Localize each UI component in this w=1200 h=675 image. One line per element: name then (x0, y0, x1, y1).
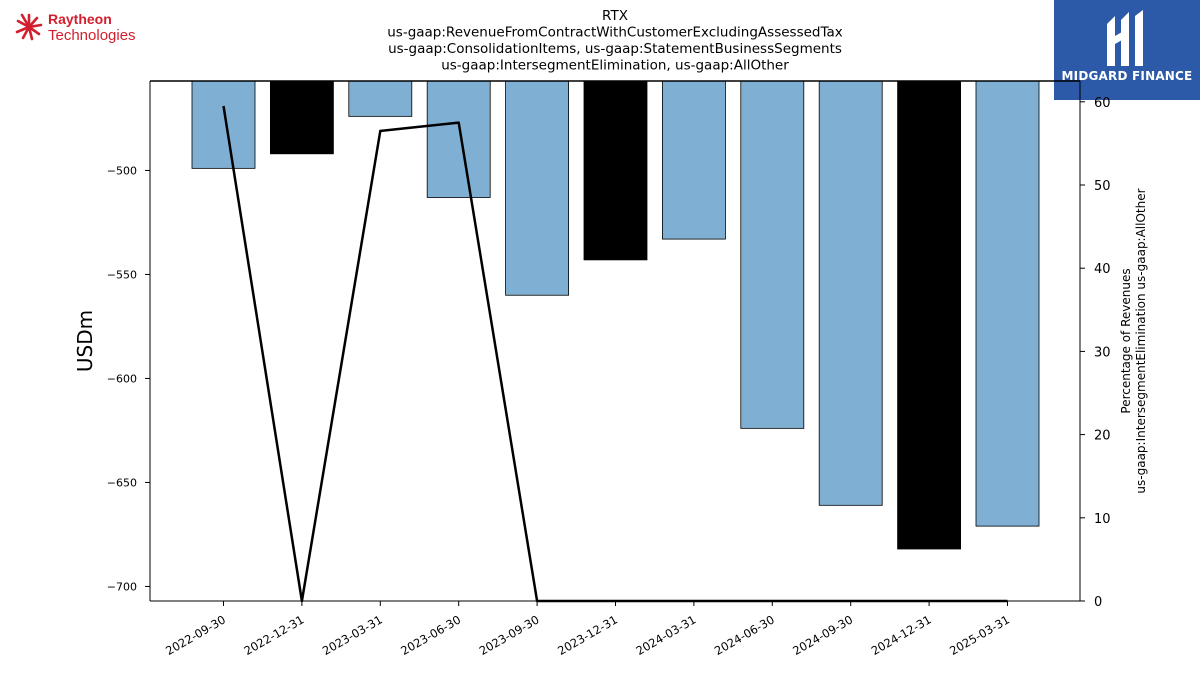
y2-tick-label: 40 (1094, 262, 1111, 277)
x-tick-label: 2024-06-30 (712, 612, 777, 658)
x-tick-label: 2023-03-31 (320, 612, 385, 658)
bar (505, 80, 570, 296)
y2-tick-label: 60 (1094, 96, 1111, 111)
midgard-emblem-icon (1107, 10, 1143, 66)
midgard-finance-logo-text: MIDGARD FINANCE (1061, 69, 1193, 83)
bar (740, 80, 805, 429)
chart-subtitle-line: us-gaap:ConsolidationItems, us-gaap:Stat… (388, 41, 842, 57)
y-axis-label: USDm (73, 310, 97, 372)
raytheon-logo: Raytheon Technologies (14, 10, 154, 46)
y2-tick-label: 30 (1094, 345, 1111, 360)
y-tick-label: −550 (107, 268, 137, 281)
x-tick-label: 2022-09-30 (163, 612, 228, 658)
midgard-finance-logo: MIDGARD FINANCE (1054, 0, 1200, 100)
sunburst-icon (15, 13, 43, 41)
bar (191, 80, 256, 169)
raytheon-logo-subtext: Technologies (48, 27, 136, 44)
y2-axis-label-line: us-gaap:IntersegmentElimination us-gaap:… (1134, 188, 1148, 493)
chart-title: RTX (602, 8, 628, 24)
x-tick-label: 2024-12-31 (869, 612, 934, 658)
y2-axis-label-line: Percentage of Revenues (1119, 268, 1133, 413)
bar (975, 80, 1040, 527)
bar (269, 80, 334, 155)
x-tick-label: 2025-03-31 (947, 612, 1012, 658)
bar (583, 80, 648, 261)
bar (348, 80, 413, 117)
y-tick-label: −600 (107, 372, 137, 385)
y2-tick-label: 10 (1094, 512, 1111, 527)
y-tick-label: −500 (107, 164, 137, 177)
bar (818, 80, 883, 506)
chart-subtitle-line: us-gaap:RevenueFromContractWithCustomerE… (387, 25, 843, 41)
y-tick-label: −650 (107, 476, 137, 489)
bar (426, 80, 491, 198)
x-tick-label: 2023-09-30 (477, 612, 542, 658)
y2-tick-label: 50 (1094, 179, 1111, 194)
bar (662, 80, 726, 240)
y2-tick-label: 0 (1094, 595, 1102, 610)
x-tick-label: 2023-12-31 (555, 612, 620, 658)
y2-tick-label: 20 (1094, 429, 1111, 444)
x-tick-label: 2024-03-31 (634, 612, 699, 658)
x-tick-label: 2022-12-31 (242, 612, 307, 658)
y-tick-label: −700 (107, 580, 137, 593)
x-tick-label: 2024-09-30 (790, 612, 855, 658)
raytheon-logo-name: Raytheon (48, 11, 112, 27)
chart-subtitle-line: us-gaap:IntersegmentElimination, us-gaap… (441, 58, 789, 74)
bar (897, 80, 961, 550)
x-tick-label: 2023-06-30 (398, 612, 463, 658)
